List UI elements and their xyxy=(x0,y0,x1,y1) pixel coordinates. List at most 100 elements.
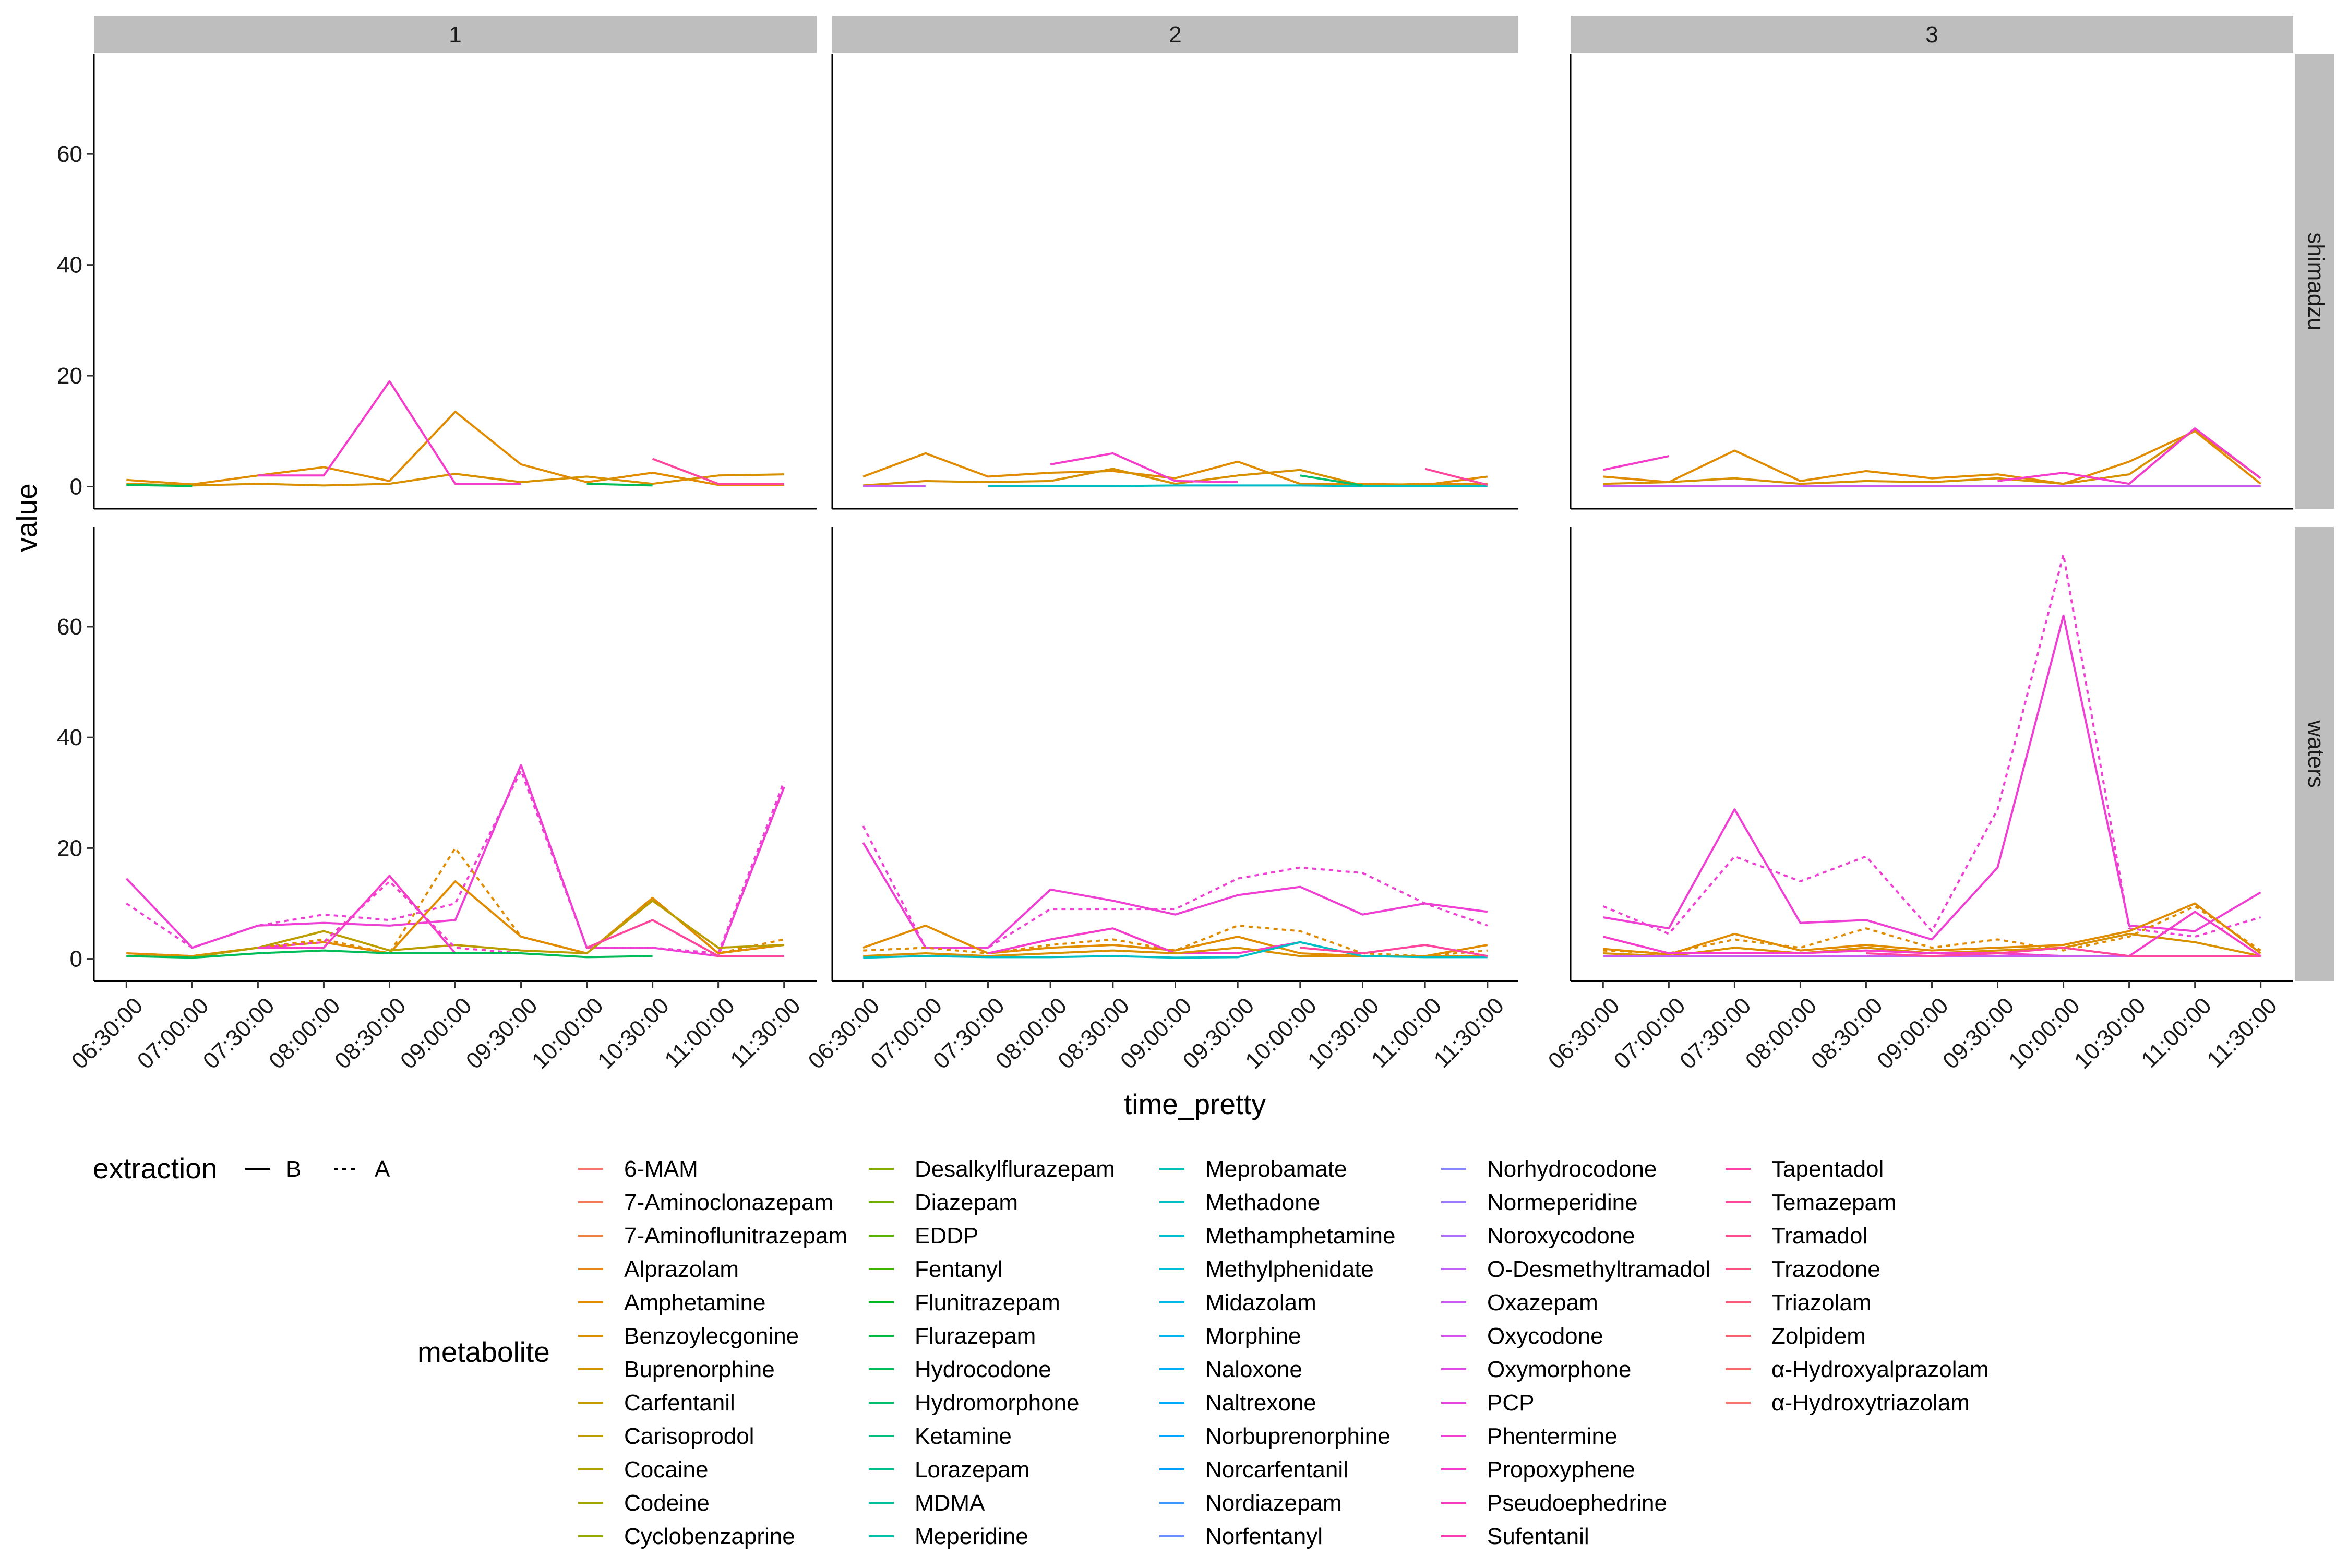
color-legend-label: Tramadol xyxy=(1771,1223,1867,1249)
x-tick-label: 09:00:00 xyxy=(396,992,477,1074)
color-legend-label: Amphetamine xyxy=(624,1290,765,1315)
color-legend-label: Hydromorphone xyxy=(915,1390,1080,1416)
x-tick-label: 10:30:00 xyxy=(593,992,674,1074)
color-legend-label: MDMA xyxy=(915,1490,985,1516)
x-tick-label: 09:30:00 xyxy=(461,992,543,1074)
facet-strip-col-label: 1 xyxy=(449,22,461,47)
series-line-amphetamine xyxy=(126,847,785,957)
series-line-temazepam xyxy=(586,919,784,957)
series-line-hydrocodone xyxy=(126,484,193,487)
series-line-temazepam xyxy=(1866,947,2261,957)
y-tick-label: 60 xyxy=(57,614,82,640)
x-tick-label: 09:00:00 xyxy=(1872,992,1954,1074)
facet-strip-row-shimadzu xyxy=(2295,54,2334,509)
x-tick-label: 11:30:00 xyxy=(725,992,805,1072)
color-legend-label: Oxazepam xyxy=(1487,1290,1598,1315)
color-legend-label: Meprobamate xyxy=(1205,1156,1347,1182)
color-legend-label: Propoxyphene xyxy=(1487,1457,1635,1482)
series-line-temazepam xyxy=(1424,468,1488,486)
y-tick-label: 40 xyxy=(57,253,82,278)
series-line-methadone xyxy=(988,484,1488,487)
color-legend-label: Fentanyl xyxy=(915,1256,1003,1282)
y-tick-label: 20 xyxy=(57,363,82,389)
color-legend-label: Norfentanyl xyxy=(1205,1524,1323,1549)
color-legend-label: 7-Aminoflunitrazepam xyxy=(624,1223,847,1249)
facet-strip-col-3 xyxy=(1571,16,2293,53)
color-legend-label: Naloxone xyxy=(1205,1357,1302,1382)
color-legend-label: O-Desmethyltramadol xyxy=(1487,1256,1710,1282)
x-tick-label: 10:00:00 xyxy=(2004,992,2085,1074)
color-legend-label: 7-Aminoclonazepam xyxy=(624,1190,833,1215)
series-line-phentermine xyxy=(1602,554,2261,938)
color-legend-label: Temazepam xyxy=(1771,1190,1897,1215)
color-legend-label: Phentermine xyxy=(1487,1423,1617,1449)
y-tick-label: 0 xyxy=(70,947,82,972)
color-legend-label: Methylphenidate xyxy=(1205,1256,1374,1282)
x-tick-label: 06:30:00 xyxy=(67,992,148,1074)
linetype-legend-label: A xyxy=(375,1156,390,1182)
series-line-phentermine xyxy=(1602,614,2261,941)
color-legend-label: Norbuprenorphine xyxy=(1205,1423,1391,1449)
color-legend-label: Desalkylflurazepam xyxy=(915,1156,1115,1182)
facet-strip-col-2 xyxy=(832,16,1518,53)
x-tick-label: 08:00:00 xyxy=(264,992,345,1074)
x-tick-label: 07:30:00 xyxy=(1675,992,1756,1074)
x-tick-label: 09:30:00 xyxy=(1938,992,2019,1074)
color-legend-label: Meperidine xyxy=(915,1524,1028,1549)
facet-strip-row-label: waters xyxy=(2303,720,2329,788)
x-tick-label: 11:00:00 xyxy=(660,992,739,1072)
y-tick-label: 60 xyxy=(57,141,82,167)
color-legend-label: Methadone xyxy=(1205,1190,1320,1215)
series-line-propoxyphene xyxy=(258,875,521,954)
x-tick-label: 11:30:00 xyxy=(2202,992,2282,1072)
x-tick-label: 08:00:00 xyxy=(1741,992,1822,1074)
series-line-propoxyphene xyxy=(1997,427,2261,485)
color-legend-label: Carfentanil xyxy=(624,1390,735,1416)
color-legend-label: Norcarfentanil xyxy=(1205,1457,1348,1482)
series-line-phentermine xyxy=(126,769,785,954)
color-legend-label: Benzoylecgonine xyxy=(624,1323,799,1349)
x-tick-label: 11:30:00 xyxy=(1429,992,1509,1072)
x-tick-label: 07:30:00 xyxy=(198,992,280,1074)
series-line-amphetamine xyxy=(1603,902,2261,956)
series-line-benzoylecgonine xyxy=(863,468,1488,487)
color-legend-label: Oxymorphone xyxy=(1487,1357,1631,1382)
color-legend-label: PCP xyxy=(1487,1390,1534,1416)
series-line-phentermine xyxy=(862,842,1488,949)
color-legend-label: Hydrocodone xyxy=(915,1357,1051,1382)
series-line-hydrocodone xyxy=(126,949,653,959)
series-line-propoxyphene xyxy=(258,380,521,485)
color-legend-label: Naltrexone xyxy=(1205,1390,1316,1416)
color-legend-label: Flunitrazepam xyxy=(915,1290,1060,1315)
color-legend-label: Oxycodone xyxy=(1487,1323,1603,1349)
color-legend-label: Diazepam xyxy=(915,1190,1018,1215)
series-line-propoxyphene xyxy=(1602,911,2261,957)
color-legend-label: Trazodone xyxy=(1771,1256,1880,1282)
color-legend-title: metabolite xyxy=(417,1336,550,1368)
color-legend-label: Tapentadol xyxy=(1771,1156,1884,1182)
series-line-amphetamine xyxy=(1603,905,2261,954)
series-line-phentermine xyxy=(125,764,785,957)
series-line-carisoprodol xyxy=(126,900,784,959)
facet-strip-col-label: 2 xyxy=(1169,22,1181,47)
color-legend-label: Buprenorphine xyxy=(624,1357,775,1382)
color-legend-label: Norhydrocodone xyxy=(1487,1156,1657,1182)
y-axis-title: value xyxy=(10,483,43,552)
x-tick-label: 10:00:00 xyxy=(527,992,608,1074)
x-tick-label: 06:30:00 xyxy=(1543,992,1625,1074)
color-legend-label: Codeine xyxy=(624,1490,710,1516)
color-legend-label: Sufentanil xyxy=(1487,1524,1589,1549)
series-line-amphetamine xyxy=(863,924,1488,957)
color-legend-label: Ketamine xyxy=(915,1423,1012,1449)
facet-strip-row-waters xyxy=(2295,527,2334,981)
color-legend-label: Cocaine xyxy=(624,1457,708,1482)
color-legend-label: Midazolam xyxy=(1205,1290,1316,1315)
color-legend-label: Cyclobenzaprine xyxy=(624,1524,795,1549)
facet-strip-col-label: 3 xyxy=(1925,22,1938,47)
color-legend-label: Carisoprodol xyxy=(624,1423,754,1449)
series-line-temazepam xyxy=(1300,944,1488,957)
series-line-propoxyphene xyxy=(988,927,1301,954)
color-legend-label: Nordiazepam xyxy=(1205,1490,1342,1516)
color-legend-label: Triazolam xyxy=(1771,1290,1872,1315)
